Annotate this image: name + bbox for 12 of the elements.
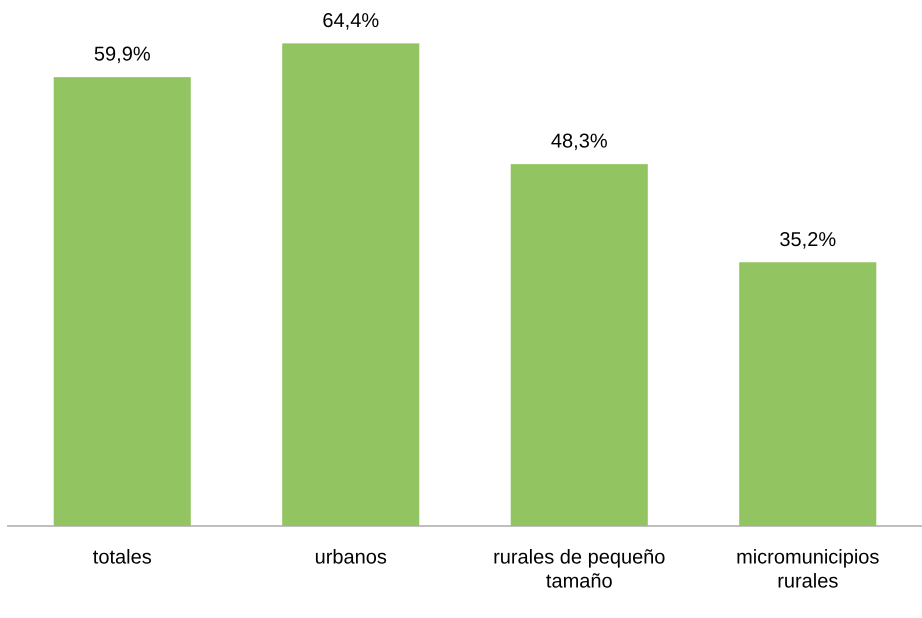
data-label: 35,2% bbox=[779, 228, 836, 251]
bar bbox=[510, 164, 648, 526]
data-label: 59,9% bbox=[94, 44, 151, 66]
bar bbox=[282, 43, 420, 526]
bar bbox=[54, 77, 191, 526]
x-tick-label: rurales de pequeño tamaño bbox=[493, 546, 666, 593]
data-label: 64,4% bbox=[322, 10, 380, 32]
bar bbox=[739, 262, 876, 526]
x-tick-label: urbanos bbox=[314, 546, 387, 569]
x-tick-label: totales bbox=[92, 546, 152, 569]
data-label: 48,3% bbox=[550, 130, 608, 153]
x-tick-label: micromunicipios rurales bbox=[736, 546, 880, 593]
